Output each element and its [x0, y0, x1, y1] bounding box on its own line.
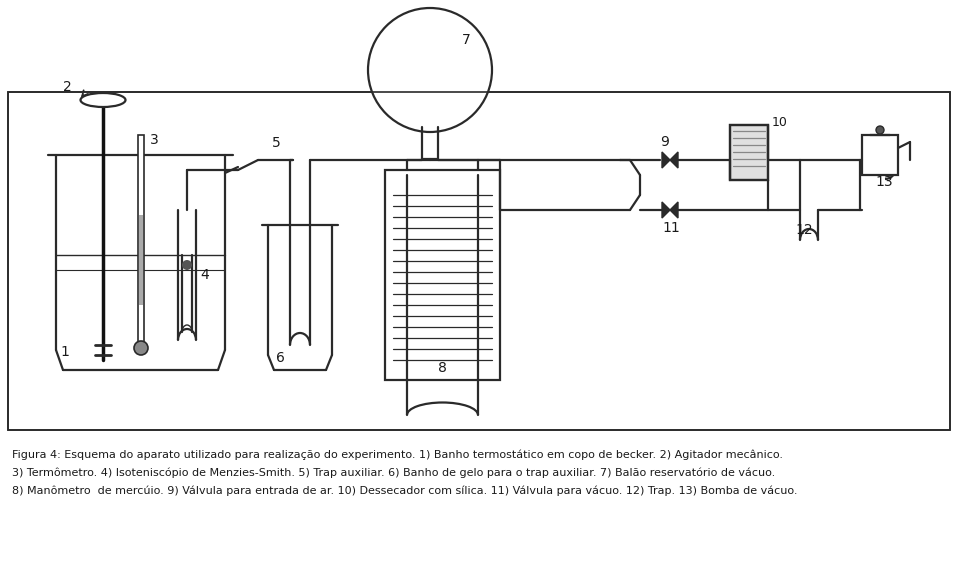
Text: 7: 7: [462, 33, 470, 47]
Text: 2: 2: [63, 80, 72, 94]
Text: 5: 5: [272, 136, 280, 150]
Text: 6: 6: [276, 351, 285, 365]
Text: 4: 4: [200, 268, 208, 282]
Text: 13: 13: [875, 175, 893, 189]
Text: Figura 4: Esquema do aparato utilizado para realização do experimento. 1) Banho : Figura 4: Esquema do aparato utilizado p…: [12, 450, 783, 460]
Circle shape: [876, 126, 884, 134]
Bar: [139, 215, 143, 305]
Text: 8: 8: [438, 361, 446, 375]
Polygon shape: [662, 202, 670, 218]
Text: 1: 1: [60, 345, 69, 359]
Circle shape: [182, 260, 192, 270]
Text: 9: 9: [660, 135, 669, 149]
Bar: [8, 92, 950, 430]
Text: 3) Termômetro. 4) Isoteniscópio de Menzies-Smith. 5) Trap auxiliar. 6) Banho de : 3) Termômetro. 4) Isoteniscópio de Menzi…: [12, 468, 776, 479]
Circle shape: [134, 341, 148, 355]
Ellipse shape: [81, 93, 126, 107]
Text: 8) Manômetro  de mercúio. 9) Válvula para entrada de ar. 10) Dessecador com síli: 8) Manômetro de mercúio. 9) Válvula para…: [12, 486, 798, 497]
Bar: [138, 135, 144, 350]
Bar: [730, 125, 768, 180]
Bar: [862, 135, 898, 175]
Text: 12: 12: [795, 223, 812, 237]
Text: 3: 3: [150, 133, 158, 147]
Polygon shape: [670, 202, 678, 218]
Text: 11: 11: [662, 221, 680, 235]
Circle shape: [368, 8, 492, 132]
Bar: [730, 125, 768, 180]
Polygon shape: [670, 152, 678, 168]
Bar: [385, 170, 500, 380]
Bar: [8, 92, 950, 430]
Polygon shape: [662, 152, 670, 168]
Text: 10: 10: [772, 116, 788, 129]
